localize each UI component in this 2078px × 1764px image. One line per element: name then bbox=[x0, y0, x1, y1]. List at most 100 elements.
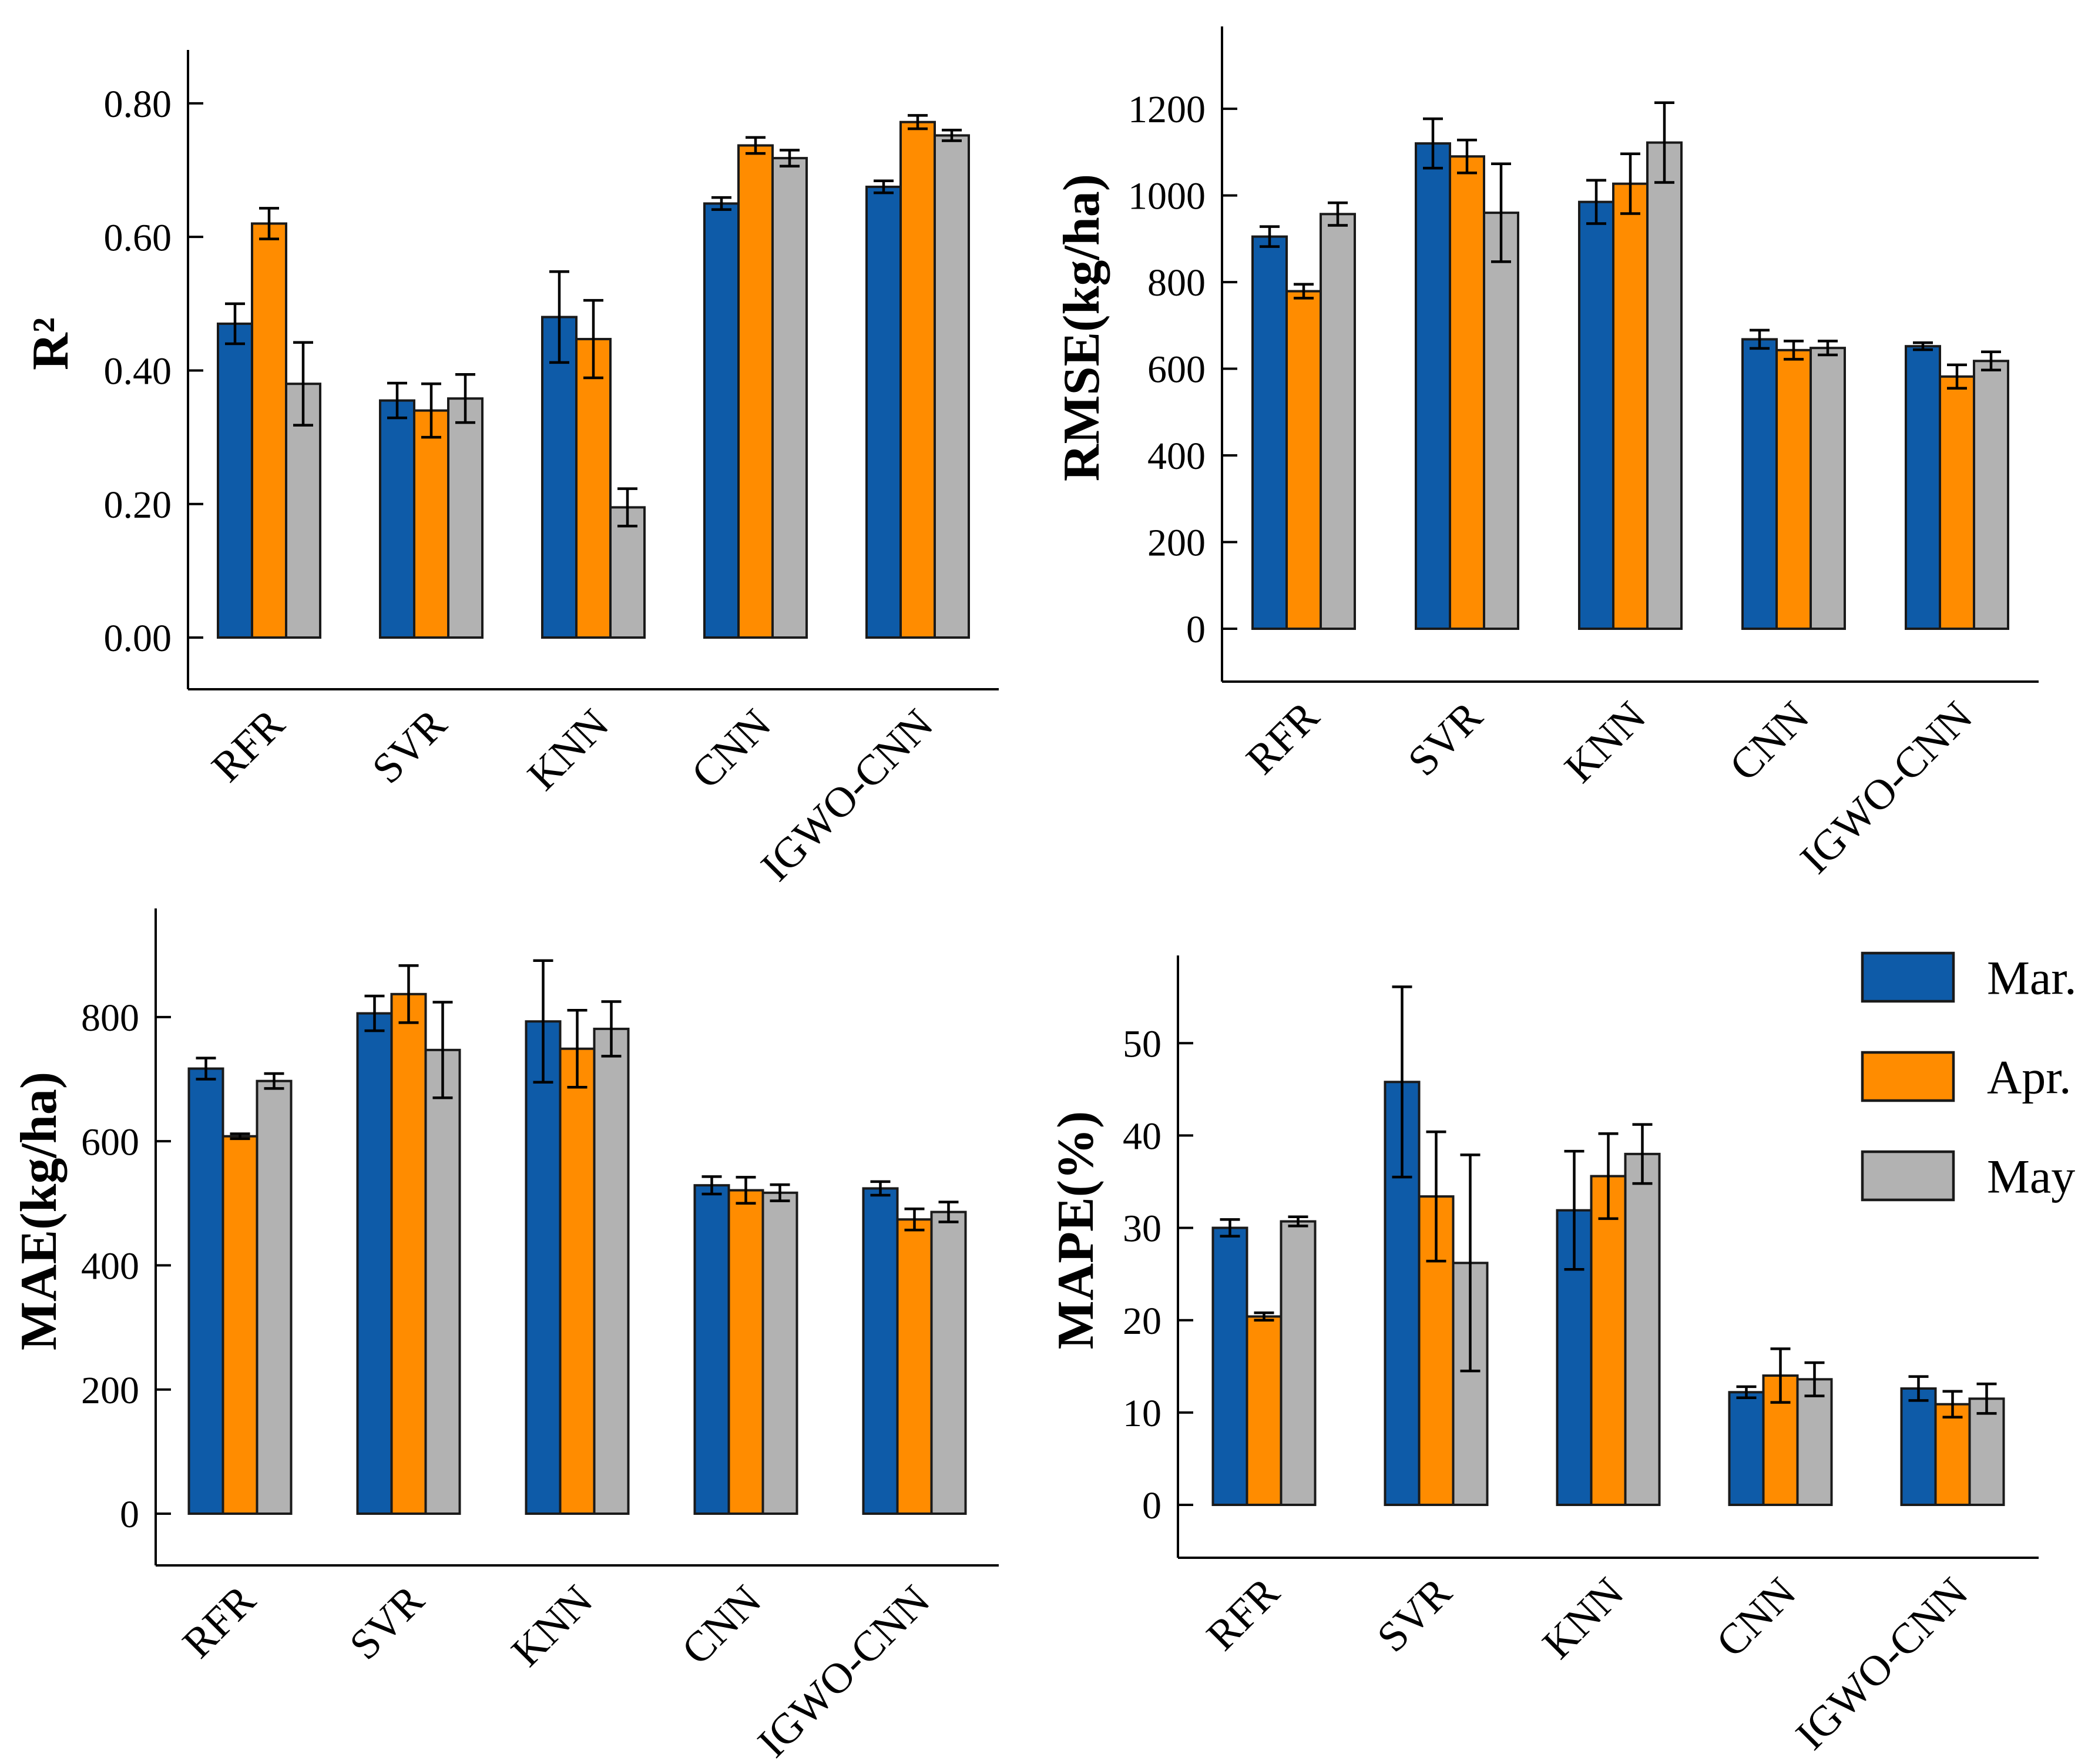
bar-KNN-Apr bbox=[1590, 1175, 1627, 1507]
bar-CNN-Apr bbox=[737, 144, 774, 639]
bar-CNN-Apr bbox=[727, 1189, 764, 1515]
bar-IGWO-CNN-May bbox=[934, 134, 970, 639]
y-tick-label: 1200 bbox=[1128, 88, 1206, 131]
bar-KNN-Apr bbox=[575, 338, 612, 639]
y-axis-title: MAE(kg/ha) bbox=[11, 1072, 68, 1350]
y-tick-label: 40 bbox=[1123, 1115, 1161, 1158]
bar-KNN-Apr bbox=[559, 1047, 596, 1515]
y-tick-label: 1000 bbox=[1128, 175, 1206, 218]
bar-IGWO-CNN-May bbox=[1973, 360, 2009, 630]
y-tick-label: 0 bbox=[1186, 608, 1206, 651]
legend-label: May bbox=[1987, 1150, 2075, 1203]
bar-RFR-Mar bbox=[1211, 1226, 1248, 1506]
y-tick-label: 0.60 bbox=[104, 216, 172, 259]
x-category-label: KNN bbox=[1533, 1568, 1633, 1668]
bar-SVR-May bbox=[1483, 212, 1519, 631]
y-tick-label: 400 bbox=[1147, 435, 1206, 478]
y-tick-label: 800 bbox=[1147, 261, 1206, 304]
legend: Mar. Apr. May bbox=[1861, 951, 2077, 1203]
subplot-mape: 0 10 20 30 40 50 MAPE(%) RFR SVR KNN CNN IGWO-CNN Ma… bbox=[1040, 882, 2078, 1764]
x-category-label: IGWO-CNN bbox=[751, 700, 942, 882]
bar-CNN-Apr bbox=[1775, 348, 1812, 630]
bar-CNN-May bbox=[1796, 1378, 1833, 1506]
bar-IGWO-CNN-Mar bbox=[1905, 345, 1941, 630]
legend-label: Mar. bbox=[1987, 951, 2077, 1005]
bar-IGWO-CNN-Mar bbox=[1900, 1387, 1937, 1506]
y-tick-label: 600 bbox=[81, 1121, 139, 1163]
bar-RFR-Mar bbox=[187, 1067, 224, 1515]
x-category-label: SVR bbox=[363, 700, 456, 793]
bar-SVR-Apr bbox=[413, 409, 449, 639]
y-axis-title: MAPE(%) bbox=[1048, 1111, 1105, 1350]
bar-RFR-Apr bbox=[1246, 1315, 1283, 1507]
bar-KNN-Mar bbox=[525, 1020, 562, 1515]
y-axis-title: RMSE(kg/ha) bbox=[1053, 174, 1110, 481]
bar-CNN-Mar bbox=[1728, 1391, 1765, 1506]
bar-RFR-Mar bbox=[217, 322, 253, 639]
y-tick-label: 800 bbox=[81, 997, 139, 1039]
legend-label: Apr. bbox=[1987, 1051, 2072, 1104]
y-axis-title: R² bbox=[22, 317, 79, 370]
x-category-label: CNN bbox=[1707, 1568, 1805, 1666]
x-category-label: RFR bbox=[173, 1576, 264, 1667]
legend-swatch-may bbox=[1861, 1150, 1955, 1202]
bar-IGWO-CNN-Apr bbox=[896, 1218, 933, 1515]
bar-CNN-Mar bbox=[693, 1184, 730, 1515]
subplot-rmse: 0 200 400 600 800 1000 1200 RMSE(kg/ha) RFR SVR KN… bbox=[1040, 0, 2078, 882]
y-tick-label: 0 bbox=[120, 1493, 139, 1536]
y-tick-label: 0.40 bbox=[104, 350, 172, 393]
y-tick-label: 400 bbox=[81, 1245, 139, 1288]
bar-RFR-Apr bbox=[1285, 290, 1322, 630]
x-category-label: KNN bbox=[1555, 692, 1654, 792]
x-category-label: RFR bbox=[1237, 692, 1328, 783]
y-tick-label: 600 bbox=[1147, 348, 1206, 391]
x-category-label: CNN bbox=[673, 1576, 770, 1674]
x-category-label: CNN bbox=[682, 700, 780, 797]
y-tick-label: 200 bbox=[1147, 522, 1206, 565]
bar-RFR-May bbox=[1280, 1220, 1317, 1506]
bar-IGWO-CNN-Mar bbox=[865, 185, 902, 639]
bar-SVR-May bbox=[447, 397, 484, 639]
x-category-label: SVR bbox=[1399, 692, 1492, 785]
x-category-label: SVR bbox=[1368, 1568, 1461, 1661]
chart-rmse: 0 200 400 600 800 1000 1200 RMSE(kg/ha) RFR SVR KN… bbox=[1053, 26, 2039, 882]
subplot-mae: 0 200 400 600 800 MAE(kg/ha) RFR SVR KNN CNN IGWO-… bbox=[0, 882, 1040, 1764]
x-category-label: RFR bbox=[202, 700, 293, 791]
bar-KNN-Apr bbox=[1612, 182, 1649, 630]
x-category-label: RFR bbox=[1197, 1568, 1288, 1659]
bar-IGWO-CNN-Apr bbox=[899, 120, 936, 639]
bar-RFR-May bbox=[285, 383, 321, 639]
x-category-label: IGWO-CNN bbox=[1791, 692, 1981, 882]
bar-RFR-Mar bbox=[1251, 235, 1288, 631]
legend-swatch-mar bbox=[1861, 951, 1955, 1003]
y-tick-label: 50 bbox=[1123, 1022, 1161, 1065]
x-category-label: SVR bbox=[340, 1576, 433, 1669]
bar-KNN-May bbox=[609, 506, 646, 639]
bar-KNN-May bbox=[1624, 1152, 1661, 1507]
y-tick-label: 30 bbox=[1123, 1208, 1161, 1250]
bar-RFR-May bbox=[1320, 213, 1356, 630]
bar-CNN-May bbox=[771, 157, 808, 639]
y-tick-label: 0.20 bbox=[104, 484, 172, 526]
y-tick-label: 200 bbox=[81, 1369, 139, 1412]
bar-KNN-May bbox=[1646, 141, 1683, 630]
bar-SVR-Mar bbox=[379, 399, 415, 639]
chart-mae: 0 200 400 600 800 MAE(kg/ha) RFR SVR KNN CNNIGWO-… bbox=[11, 908, 999, 1764]
bar-SVR-Apr bbox=[390, 992, 427, 1515]
bar-CNN-May bbox=[1810, 347, 1846, 630]
bar-IGWO-CNN-May bbox=[930, 1210, 967, 1515]
bar-CNN-Mar bbox=[1741, 338, 1778, 631]
bar-SVR-Mar bbox=[356, 1012, 393, 1515]
x-category-label: KNN bbox=[502, 1576, 602, 1675]
x-category-label: IGWO-CNN bbox=[748, 1576, 939, 1764]
bar-RFR-Apr bbox=[251, 222, 287, 639]
bar-KNN-May bbox=[593, 1027, 630, 1515]
y-tick-label: 10 bbox=[1123, 1392, 1161, 1435]
bar-RFR-May bbox=[256, 1079, 293, 1515]
bar-SVR-Mar bbox=[1415, 142, 1451, 631]
x-category-label: CNN bbox=[1720, 692, 1818, 790]
y-tick-label: 0.00 bbox=[104, 617, 172, 660]
subplot-r2: 0.00 0.20 0.40 0.60 0.80 R² RFR SVR KNN CNN IGWO-C… bbox=[0, 0, 1040, 882]
